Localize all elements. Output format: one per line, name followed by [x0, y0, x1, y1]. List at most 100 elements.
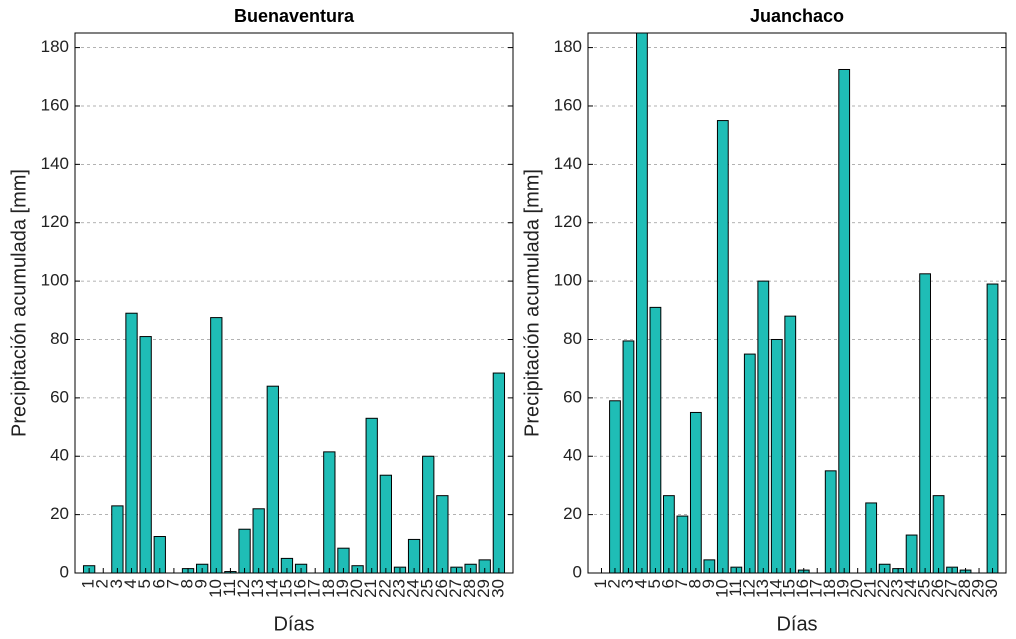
x-axis-label: Días — [273, 613, 314, 635]
bar — [649, 306, 662, 573]
bar — [337, 547, 350, 573]
x-tick-label: 24 — [404, 579, 423, 598]
x-axis-label: Días — [776, 613, 817, 635]
bar — [323, 451, 336, 573]
bar — [663, 495, 675, 573]
bar — [379, 474, 392, 573]
y-tick-label: 100 — [554, 271, 582, 290]
x-tick-label: 27 — [446, 579, 465, 598]
bar — [932, 495, 945, 573]
x-tick-label: 3 — [618, 579, 637, 588]
x-tick-label: 4 — [631, 579, 650, 588]
x-tick-label: 16 — [291, 579, 310, 598]
x-tick-label: 2 — [604, 579, 623, 588]
y-tick-label: 40 — [563, 446, 582, 465]
x-tick-label: 13 — [248, 579, 267, 598]
x-tick-label: 1 — [79, 579, 98, 588]
x-tick-label: 20 — [847, 579, 866, 598]
x-tick-label: 21 — [861, 579, 880, 598]
x-tick-label: 17 — [807, 579, 826, 598]
x-tick-label: 11 — [220, 579, 239, 597]
y-tick-label: 160 — [554, 95, 582, 114]
x-tick-label: 30 — [982, 579, 1001, 598]
bar — [422, 455, 435, 573]
x-tick-label: 6 — [658, 579, 677, 588]
y-tick-label: 80 — [50, 329, 69, 348]
x-tick-label: 16 — [793, 579, 812, 598]
y-tick-label: 140 — [554, 154, 582, 173]
x-tick-label: 1 — [591, 579, 610, 588]
x-tick-label: 14 — [766, 579, 785, 598]
bar — [609, 400, 621, 573]
x-tick-label: 11 — [726, 579, 745, 597]
bar — [770, 338, 783, 573]
x-tick-label: 30 — [488, 579, 507, 598]
x-tick-label: 5 — [645, 579, 664, 588]
x-tick-label: 6 — [149, 579, 168, 588]
bar — [986, 283, 999, 573]
y-tick-label: 180 — [41, 37, 69, 56]
x-tick-label: 26 — [432, 579, 451, 598]
bar — [153, 536, 166, 573]
y-tick-label: 0 — [573, 562, 582, 581]
bar — [838, 68, 851, 573]
x-tick-label: 20 — [347, 579, 366, 598]
x-tick-label: 9 — [192, 579, 211, 588]
bar — [919, 273, 931, 573]
y-tick-label: 100 — [41, 271, 69, 290]
y-tick-label: 20 — [50, 504, 69, 523]
bar — [238, 528, 251, 573]
x-tick-label: 5 — [135, 579, 154, 588]
x-tick-label: 25 — [915, 579, 934, 598]
x-tick-label: 29 — [969, 579, 988, 598]
bar — [905, 534, 918, 573]
x-tick-label: 22 — [375, 579, 394, 598]
bar — [266, 385, 279, 573]
y-axis-label: Precipitación acumulada [mm] — [8, 169, 30, 437]
x-tick-label: 3 — [107, 579, 126, 588]
y-tick-label: 180 — [554, 37, 582, 56]
bar — [784, 315, 797, 573]
x-tick-label: 23 — [389, 579, 408, 598]
x-tick-label: 19 — [834, 579, 853, 598]
bars — [82, 312, 506, 573]
x-tick-label: 28 — [955, 579, 974, 598]
bar — [689, 411, 702, 573]
x-tick-label: 28 — [460, 579, 479, 598]
x-tick-label: 7 — [672, 579, 691, 588]
bar — [636, 33, 648, 573]
bar — [622, 340, 635, 573]
x-tick-label: 12 — [234, 579, 253, 598]
bars — [609, 33, 999, 573]
y-tick-label: 80 — [563, 329, 582, 348]
x-tick-label: 8 — [178, 579, 197, 588]
x-tick-label: 25 — [418, 579, 437, 598]
x-tick-label: 23 — [888, 579, 907, 598]
y-tick-label: 140 — [41, 154, 69, 173]
x-tick-label: 15 — [780, 579, 799, 598]
bar — [865, 502, 878, 573]
bar — [210, 317, 223, 573]
x-tick-label: 26 — [928, 579, 947, 598]
bar — [111, 505, 124, 573]
x-tick-label: 8 — [685, 579, 704, 588]
x-tick-label: 18 — [820, 579, 839, 598]
bar — [125, 312, 138, 573]
chart-title: Buenaventura — [234, 6, 355, 26]
bar — [716, 120, 729, 573]
bar — [139, 336, 152, 573]
x-tick-label: 21 — [361, 579, 380, 598]
y-tick-label: 160 — [41, 95, 69, 114]
x-tick-label: 29 — [474, 579, 493, 598]
x-tick-label: 14 — [262, 579, 281, 598]
chart-title: Juanchaco — [750, 6, 844, 26]
bar — [676, 515, 689, 573]
y-tick-label: 20 — [563, 504, 582, 523]
bar — [436, 495, 449, 573]
x-tick-label: 19 — [333, 579, 352, 598]
bar — [743, 353, 756, 573]
x-tick-label: 10 — [206, 579, 225, 598]
y-tick-label: 60 — [563, 387, 582, 406]
x-tick-label: 4 — [121, 579, 140, 588]
